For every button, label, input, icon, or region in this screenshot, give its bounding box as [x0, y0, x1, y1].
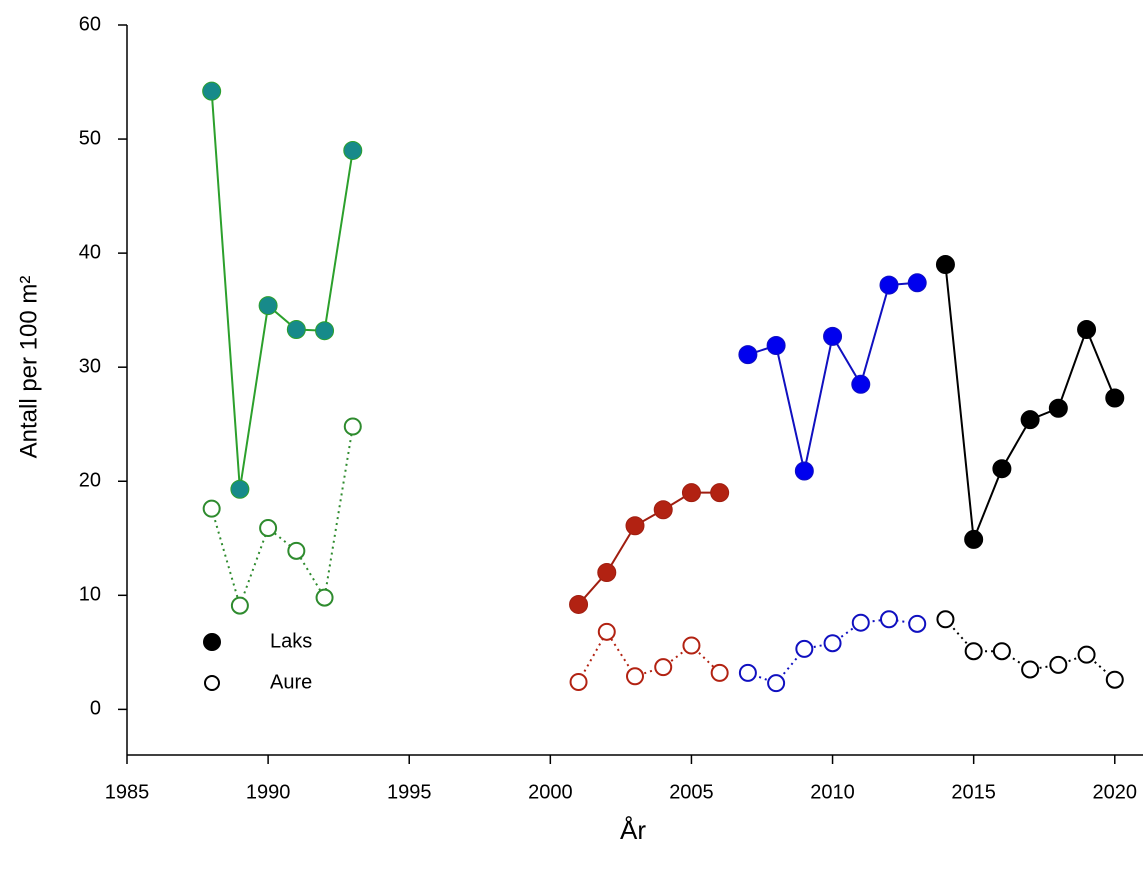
data-point — [738, 345, 758, 365]
data-point — [626, 667, 644, 686]
y-tick-label: 60 — [79, 13, 101, 35]
legend-label: Laks — [270, 630, 312, 652]
data-point — [964, 642, 983, 661]
data-point — [1021, 660, 1040, 679]
data-point — [964, 529, 984, 549]
data-point — [569, 673, 588, 691]
data-point — [880, 610, 898, 629]
data-point — [625, 516, 645, 536]
data-point — [908, 614, 927, 633]
data-point — [794, 461, 814, 481]
x-tick-label: 2005 — [669, 781, 714, 803]
data-point — [710, 663, 729, 682]
data-point — [259, 519, 278, 538]
data-point — [823, 326, 843, 346]
data-point — [681, 483, 701, 503]
data-point — [1020, 410, 1040, 430]
y-axis-title: Antall per 100 m² — [15, 276, 42, 459]
data-point — [653, 500, 673, 520]
y-tick-label: 40 — [79, 241, 101, 263]
data-point — [738, 663, 757, 682]
data-point — [202, 499, 221, 518]
legend-marker — [203, 633, 221, 651]
data-point — [682, 636, 701, 655]
data-point — [258, 296, 278, 316]
series-line — [577, 491, 720, 606]
x-tick-label: 1985 — [105, 781, 150, 803]
series-line — [944, 264, 1116, 540]
legend-marker — [204, 675, 220, 691]
y-tick-label: 30 — [79, 355, 101, 377]
x-tick-label: 2000 — [528, 781, 573, 803]
data-point — [795, 639, 814, 658]
data-point — [597, 563, 617, 582]
x-tick-label: 1995 — [387, 781, 432, 803]
data-point — [343, 417, 362, 436]
x-tick-label: 2010 — [810, 781, 855, 803]
data-point — [654, 658, 673, 677]
data-point — [879, 275, 899, 295]
series-line — [747, 281, 918, 472]
y-tick-label: 0 — [90, 698, 101, 720]
data-point — [1077, 320, 1097, 340]
data-point — [1105, 388, 1125, 408]
series-line — [210, 91, 354, 490]
series-line — [577, 629, 721, 683]
data-point — [202, 81, 222, 101]
y-tick-label: 50 — [79, 127, 101, 149]
data-point — [287, 541, 306, 560]
data-point — [1049, 655, 1068, 674]
data-point — [1105, 670, 1124, 689]
x-axis-title: År — [620, 815, 646, 845]
data-point — [907, 273, 927, 293]
legend-label: Aure — [270, 671, 312, 693]
data-point — [569, 594, 589, 614]
data-point — [823, 634, 842, 653]
data-point — [597, 622, 616, 641]
y-tick-label: 10 — [79, 584, 101, 606]
data-point — [766, 336, 786, 356]
data-point — [230, 596, 249, 615]
x-tick-label: 2020 — [1093, 781, 1138, 803]
x-tick-label: 2015 — [951, 781, 996, 803]
y-tick-label: 20 — [79, 470, 101, 492]
data-point — [851, 613, 870, 632]
data-point — [1077, 645, 1096, 664]
data-point — [992, 459, 1012, 479]
data-point — [992, 642, 1011, 661]
data-point — [710, 483, 730, 503]
data-point — [1048, 398, 1068, 418]
data-point — [936, 610, 955, 629]
data-point — [286, 320, 306, 340]
data-point — [343, 140, 363, 160]
data-point — [315, 588, 334, 607]
data-point — [315, 321, 335, 341]
x-tick-label: 1990 — [246, 781, 291, 803]
data-point — [935, 255, 955, 275]
data-point — [230, 479, 250, 499]
data-point — [767, 674, 786, 693]
series-line — [210, 426, 354, 609]
data-point — [851, 374, 871, 394]
